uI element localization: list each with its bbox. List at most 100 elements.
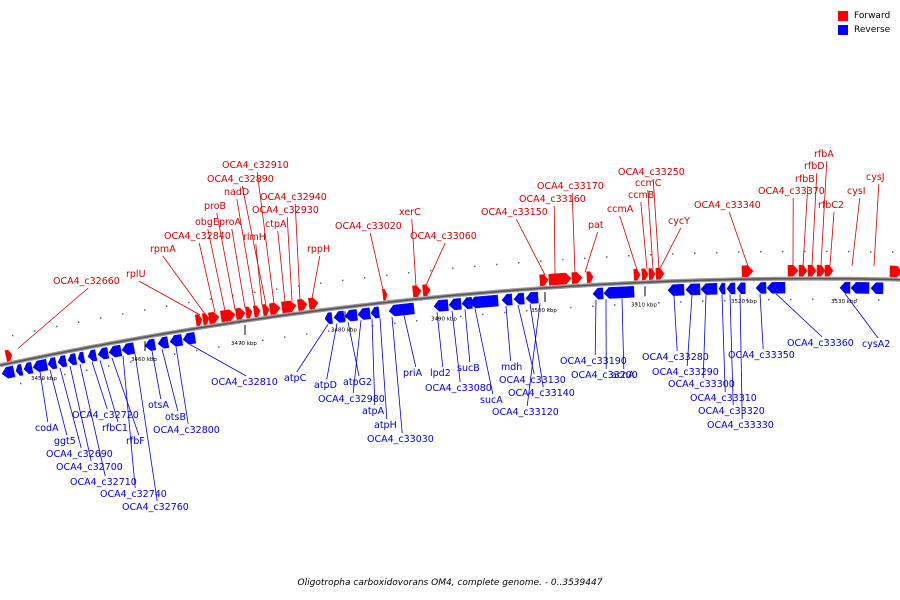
forward-gene-arrow[interactable] — [4, 349, 13, 362]
forward-gene-arrow[interactable] — [741, 265, 754, 278]
reverse-gene-arrow[interactable] — [685, 283, 701, 296]
reverse-gene-label: OCA4_c33300 — [668, 379, 735, 390]
reverse-gene-label: ggt5 — [54, 436, 76, 447]
reverse-gene-arrow[interactable] — [718, 282, 726, 295]
label-leader-line — [216, 212, 236, 310]
forward-gene-arrow[interactable] — [889, 265, 900, 278]
forward-gene-arrow[interactable] — [268, 302, 281, 315]
reverse-gene-arrow[interactable] — [461, 297, 473, 309]
forward-gene-arrow[interactable] — [633, 268, 641, 281]
reverse-gene-arrow[interactable] — [870, 282, 884, 295]
forward-gene-label: OCA4_c33370 — [758, 186, 825, 197]
forward-gene-arrow[interactable] — [571, 272, 583, 284]
reverse-gene-arrow[interactable] — [97, 347, 110, 360]
upper-tick-dot — [540, 260, 542, 262]
forward-gene-label: OCA4_c32840 — [164, 231, 231, 242]
lower-tick-dot — [702, 300, 704, 302]
lower-tick-dot — [482, 313, 484, 316]
reverse-gene-arrow[interactable] — [736, 282, 746, 295]
forward-gene-arrow[interactable] — [252, 305, 261, 318]
forward-gene-arrow[interactable] — [297, 299, 308, 312]
lower-tick-dot — [504, 311, 506, 314]
gene-labels: rplU OCA4_c32660 rpmA OCA4_c32840 obgE proB pr… — [35, 149, 890, 513]
reverse-gene-arrow[interactable] — [144, 338, 157, 352]
reverse-gene-arrow[interactable] — [15, 363, 24, 376]
reverse-gene-arrow[interactable] — [108, 344, 123, 358]
label-leader-line — [99, 360, 119, 423]
reverse-gene-arrow[interactable] — [501, 293, 513, 306]
reverse-gene-arrow[interactable] — [469, 294, 499, 309]
reverse-gene-arrow[interactable] — [324, 312, 333, 325]
reverse-gene-arrow[interactable] — [603, 285, 635, 299]
reverse-gene-label: OCA4_c33190 — [560, 356, 627, 367]
lower-tick-dot — [834, 298, 836, 301]
reverse-gene-arrow[interactable] — [388, 302, 415, 317]
forward-gene-arrow[interactable] — [281, 300, 297, 314]
reverse-gene-arrow[interactable] — [169, 334, 184, 347]
reverse-gene-arrow[interactable] — [77, 351, 86, 364]
reverse-gene-arrow[interactable] — [433, 299, 449, 312]
reverse-gene-arrow[interactable] — [47, 357, 58, 370]
reverse-gene-arrow[interactable] — [23, 361, 34, 375]
reverse-gene-arrow[interactable] — [667, 284, 685, 296]
forward-gene-arrow[interactable] — [308, 297, 319, 310]
forward-gene-arrow[interactable] — [412, 285, 422, 298]
forward-gene-arrow[interactable] — [201, 313, 210, 326]
forward-gene-arrow[interactable] — [539, 274, 549, 287]
forward-gene-arrow[interactable] — [824, 264, 834, 277]
forward-gene-arrow[interactable] — [382, 288, 388, 301]
label-leader-line — [728, 211, 749, 267]
reverse-gene-label: rfbC1 — [102, 423, 128, 434]
reverse-gene-arrow[interactable] — [344, 309, 358, 322]
reverse-gene-arrow[interactable] — [448, 298, 462, 311]
forward-gene-arrow[interactable] — [648, 268, 656, 280]
reverse-gene-arrow[interactable] — [592, 287, 604, 300]
reverse-gene-arrow[interactable] — [32, 358, 49, 373]
forward-gene-arrow[interactable] — [207, 311, 220, 325]
reverse-gene-arrow[interactable] — [726, 282, 736, 295]
forward-gene-arrow[interactable] — [261, 304, 270, 316]
label-leader-line — [79, 363, 106, 477]
label-leader-line — [326, 323, 338, 380]
tick-dots — [12, 250, 894, 385]
reverse-gene-arrow[interactable] — [850, 282, 870, 294]
reverse-gene-label: otsB — [165, 412, 186, 423]
forward-gene-arrow[interactable] — [219, 309, 236, 323]
reverse-gene-arrow[interactable] — [766, 281, 786, 294]
reverse-gene-arrow[interactable] — [157, 336, 170, 350]
forward-gene-arrow[interactable] — [641, 268, 649, 281]
label-leader-line — [138, 280, 201, 316]
reverse-gene-arrow[interactable] — [700, 283, 718, 295]
reverse-gene-label: OCA4_c32710 — [70, 477, 137, 488]
forward-gene-arrow[interactable] — [655, 267, 665, 280]
reverse-gene-arrow[interactable] — [57, 355, 68, 368]
forward-gene-arrow[interactable] — [422, 284, 431, 297]
reverse-gene-arrow[interactable] — [67, 353, 78, 366]
forward-gene-arrow[interactable] — [807, 264, 817, 277]
forward-gene-arrow[interactable] — [548, 272, 572, 286]
forward-gene-arrow[interactable] — [244, 306, 253, 319]
forward-gene-arrow[interactable] — [816, 264, 826, 277]
reverse-gene-label: atpA — [362, 406, 385, 417]
reverse-gene-arrow[interactable] — [333, 310, 345, 323]
reverse-gene-arrow[interactable] — [513, 292, 525, 305]
forward-gene-arrow[interactable] — [234, 307, 246, 320]
reverse-gene-arrow[interactable] — [755, 282, 767, 294]
reverse-gene-arrow[interactable] — [839, 282, 851, 294]
scale-tick-label: 3480 kbp — [331, 327, 357, 333]
reverse-gene-arrow[interactable] — [370, 306, 380, 319]
forward-gene-arrow[interactable] — [194, 314, 203, 327]
reverse-gene-label: atpC — [284, 373, 307, 384]
reverse-gene-arrow[interactable] — [357, 307, 371, 320]
lower-tick-dot — [878, 299, 880, 301]
reverse-gene-arrow[interactable] — [121, 342, 136, 356]
reverse-gene-arrow[interactable] — [1, 365, 16, 379]
forward-gene-arrow[interactable] — [586, 271, 594, 284]
forward-gene-label: cysI — [847, 186, 866, 197]
reverse-gene-arrow[interactable] — [525, 291, 539, 304]
forward-gene-arrow[interactable] — [798, 264, 808, 277]
reverse-gene-arrow[interactable] — [182, 331, 197, 345]
reverse-gene-arrow[interactable] — [87, 349, 98, 362]
upper-tick-dot — [650, 254, 652, 256]
forward-gene-arrow[interactable] — [787, 264, 799, 277]
